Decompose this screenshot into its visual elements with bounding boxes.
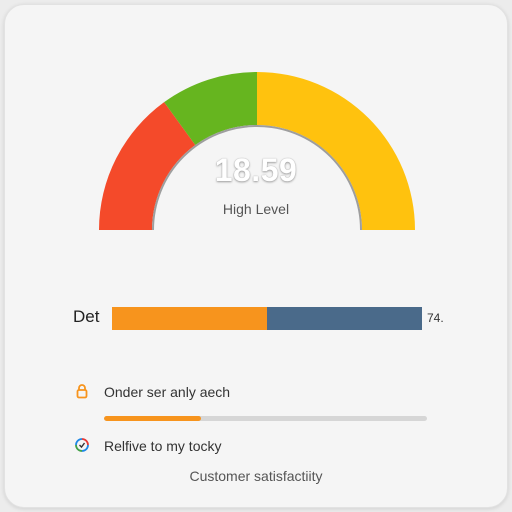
gauge-segment-red [99, 102, 196, 230]
gauge-value: 18.59 [214, 152, 298, 188]
gauge-segment-green [164, 72, 257, 146]
comparison-bar-label: Det [73, 307, 100, 326]
row-item-label: Onder ser anly aech [104, 384, 231, 400]
gauge-label: High Level [222, 201, 290, 217]
comparison-bar [112, 307, 422, 330]
refresh-icon[interactable] [74, 437, 90, 453]
gauge-inner-ring [152, 125, 362, 231]
gauge-segment-yellow [257, 72, 415, 230]
comparison-bar-segment-orange [112, 307, 267, 330]
row-progress-fill [104, 416, 201, 421]
lock-icon [74, 383, 90, 399]
comparison-bar-value: 74. [427, 311, 444, 325]
gauge-chart [99, 72, 415, 231]
row-progress-track [104, 416, 427, 421]
footer-caption: Customer satisfactiity [189, 468, 323, 484]
row-item-label: Relfive to my tocky [104, 438, 222, 454]
gauge [99, 72, 415, 231]
comparison-bar-segment-blue [267, 307, 422, 330]
